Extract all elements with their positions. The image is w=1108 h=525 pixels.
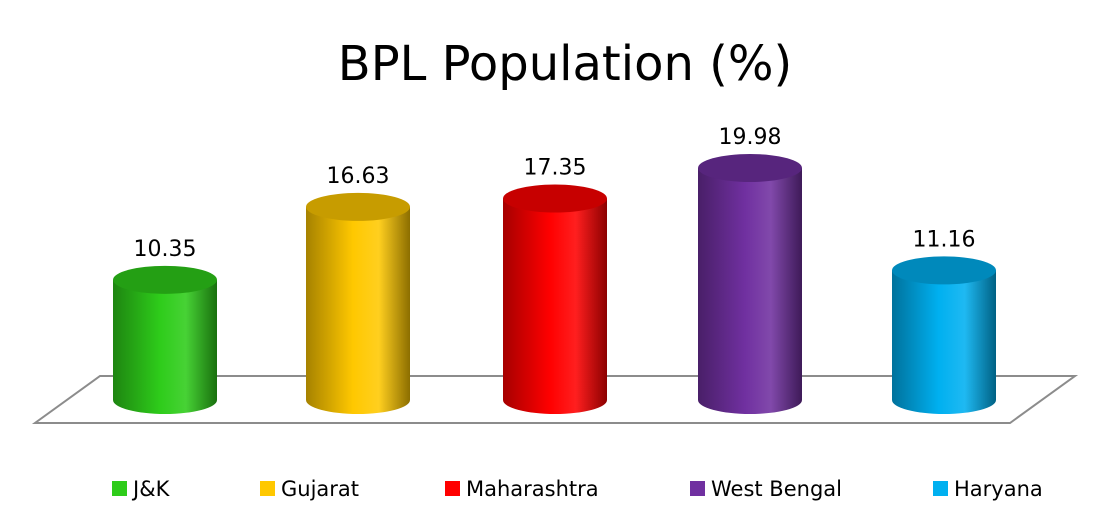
bar-body [698, 168, 802, 414]
data-label: 11.16 [913, 227, 976, 252]
legend-label: J&K [131, 477, 171, 501]
bar [698, 154, 802, 414]
legend-swatch [260, 481, 275, 496]
legend-label: Gujarat [281, 477, 359, 501]
legend-swatch [112, 481, 127, 496]
bar-top [892, 256, 996, 285]
legend-swatch [445, 481, 460, 496]
legend-label: Haryana [954, 477, 1043, 501]
bar-body [503, 198, 607, 414]
data-label: 10.35 [134, 237, 197, 262]
bar-top [113, 265, 217, 294]
legend-item: Maharashtra [445, 477, 599, 501]
data-label: 17.35 [524, 156, 587, 181]
chart-title: BPL Population (%) [338, 36, 792, 92]
bar-top [503, 184, 607, 213]
bar-group: 10.35 16.63 17.35 19.98 11.16 [113, 125, 996, 414]
data-label: 16.63 [327, 164, 390, 189]
bar-top [306, 192, 410, 221]
legend-swatch [933, 481, 948, 496]
legend-swatch [690, 481, 705, 496]
legend-label: Maharashtra [466, 477, 599, 501]
bar [306, 192, 410, 414]
bar [113, 265, 217, 414]
legend-item: Gujarat [260, 477, 359, 501]
bar [892, 256, 996, 414]
legend-label: West Bengal [711, 477, 842, 501]
legend-item: J&K [112, 477, 171, 501]
bar-top [698, 154, 802, 182]
legend-item: West Bengal [690, 477, 842, 501]
legend-item: Haryana [933, 477, 1043, 501]
bar-body [113, 279, 217, 414]
bar [503, 184, 607, 414]
legend: J&K Gujarat Maharashtra West Bengal Haryana [112, 477, 1043, 501]
data-label: 19.98 [719, 125, 782, 150]
bar-body [306, 206, 410, 414]
bar-body [892, 270, 996, 414]
